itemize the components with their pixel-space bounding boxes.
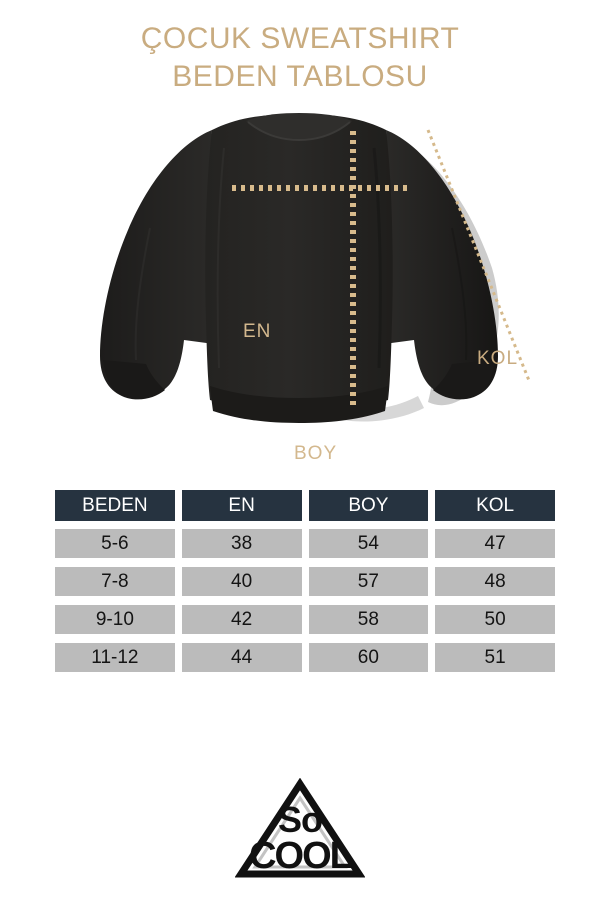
table-row: 7-8 40 57 48 bbox=[55, 567, 555, 596]
table-row: 9-10 42 58 50 bbox=[55, 605, 555, 634]
cell-boy: 54 bbox=[308, 529, 429, 558]
so-cool-logo-graphic: So COOL bbox=[235, 778, 365, 878]
sweatshirt-body bbox=[205, 114, 393, 411]
fabric-folds bbox=[134, 147, 468, 369]
hem-rib bbox=[210, 386, 388, 423]
cell-en: 40 bbox=[181, 567, 302, 596]
table-row: 5-6 38 54 47 bbox=[55, 529, 555, 558]
page-title-line-2: BEDEN TABLOSU bbox=[172, 60, 428, 93]
cell-boy: 58 bbox=[308, 605, 429, 634]
logo-text-cool: COOL bbox=[249, 835, 353, 877]
left-cuff bbox=[103, 360, 165, 400]
cell-en: 44 bbox=[181, 643, 302, 672]
collar bbox=[246, 113, 352, 139]
cell-kol: 51 bbox=[435, 643, 555, 672]
column-header-en: EN bbox=[181, 490, 302, 521]
column-header-kol: KOL bbox=[435, 490, 555, 521]
cell-beden: 9-10 bbox=[55, 605, 175, 634]
sweatshirt-illustration: EN BOY KOL bbox=[0, 108, 600, 464]
length-label: BOY bbox=[294, 443, 338, 464]
page-title-line-1: ÇOCUK SWEATSHIRT bbox=[140, 22, 460, 55]
right-cuff bbox=[433, 360, 495, 400]
sweatshirt-graphic bbox=[100, 113, 532, 423]
size-chart-table: BEDEN EN BOY KOL 5-6 38 54 47 7-8 40 57 … bbox=[55, 490, 555, 681]
cell-kol: 48 bbox=[435, 567, 555, 596]
table-row: 11-12 44 60 51 bbox=[55, 643, 555, 672]
cell-boy: 57 bbox=[308, 567, 429, 596]
cell-en: 42 bbox=[181, 605, 302, 634]
left-sleeve bbox=[100, 130, 214, 399]
brand-logo: So COOL bbox=[0, 778, 600, 888]
right-sleeve bbox=[384, 130, 498, 399]
cell-beden: 11-12 bbox=[55, 643, 175, 672]
logo-text-so: So bbox=[278, 799, 322, 840]
width-label: EN bbox=[243, 321, 272, 342]
cell-kol: 50 bbox=[435, 605, 555, 634]
cell-kol: 47 bbox=[435, 529, 555, 558]
cell-beden: 5-6 bbox=[55, 529, 175, 558]
page-title: ÇOCUK SWEATSHIRT BEDEN TABLOSU bbox=[0, 20, 600, 96]
cell-boy: 60 bbox=[308, 643, 429, 672]
column-header-boy: BOY bbox=[308, 490, 429, 521]
collar-inner-line bbox=[247, 121, 351, 142]
column-header-beden: BEDEN bbox=[55, 490, 175, 521]
sleeve-label: KOL bbox=[477, 348, 519, 369]
cell-en: 38 bbox=[181, 529, 302, 558]
logo-triangle-inner bbox=[252, 795, 348, 869]
table-header-row: BEDEN EN BOY KOL bbox=[55, 490, 555, 521]
logo-triangle-icon bbox=[235, 778, 365, 878]
cell-beden: 7-8 bbox=[55, 567, 175, 596]
